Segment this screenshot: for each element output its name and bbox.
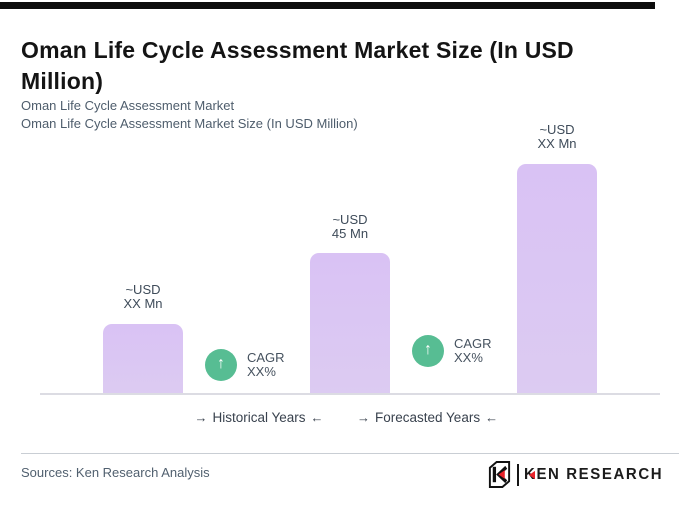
forecasted-years-label: Forecasted Years bbox=[375, 410, 481, 425]
arrow-up-icon: ↑ bbox=[217, 355, 225, 372]
bar-value-label: ~USD XX Mn bbox=[83, 283, 203, 311]
cagr-circle: ↑ bbox=[412, 335, 444, 367]
logo-separator bbox=[517, 463, 519, 486]
bar3-label-line1: ~USD bbox=[539, 122, 575, 137]
cagr-circle: ↑ bbox=[205, 349, 237, 381]
cagr-badge: ↑ CAGR XX% bbox=[205, 349, 285, 381]
arrow-up-icon: ↑ bbox=[424, 341, 432, 358]
bar1-label-line2: XX Mn bbox=[123, 296, 163, 311]
top-accent-bar bbox=[0, 2, 655, 9]
historical-years-label: Historical Years bbox=[212, 410, 306, 425]
axis-span-historical-years: → Historical Years ← bbox=[184, 410, 334, 425]
bar-value-label: ~USD XX Mn bbox=[497, 123, 617, 151]
bar-forecast-end bbox=[517, 164, 597, 394]
axis-span-forecasted-years: → Forecasted Years ← bbox=[352, 410, 502, 425]
left-arrow-icon: ← bbox=[485, 410, 499, 425]
x-axis-line bbox=[40, 393, 660, 395]
bar2-label-line2: 45 Mn bbox=[331, 226, 369, 241]
bar-value-label: ~USD 45 Mn bbox=[290, 213, 410, 241]
ken-research-wordmark: K EN RESEARCH bbox=[524, 466, 663, 484]
chart-subtitle-line2: Oman Life Cycle Assessment Market Size (… bbox=[21, 116, 358, 131]
cagr2-line2: XX% bbox=[454, 350, 483, 365]
cagr-label: CAGR XX% bbox=[247, 351, 285, 379]
cagr1-line2: XX% bbox=[247, 364, 276, 379]
chart-subtitle-line1: Oman Life Cycle Assessment Market bbox=[21, 98, 235, 113]
bar1-label-line1: ~USD bbox=[125, 282, 161, 297]
footer-divider bbox=[21, 453, 679, 454]
right-arrow-icon: → bbox=[357, 410, 370, 425]
cagr-label: CAGR XX% bbox=[454, 337, 492, 365]
left-arrow-icon: ← bbox=[310, 410, 324, 425]
page-title: Oman Life Cycle Assessment Market Size (… bbox=[21, 37, 574, 95]
cagr1-line1: CAGR bbox=[247, 350, 285, 365]
ken-research-logo-icon bbox=[488, 461, 511, 488]
logo-rest: EN RESEARCH bbox=[536, 465, 664, 484]
ken-research-logo: K EN RESEARCH bbox=[487, 461, 663, 488]
cagr2-line1: CAGR bbox=[454, 336, 492, 351]
bar-historical-start bbox=[103, 324, 183, 394]
sources-note: Sources: Ken Research Analysis bbox=[21, 465, 210, 480]
logo-red-wedge-icon bbox=[529, 470, 536, 480]
cagr-badge: ↑ CAGR XX% bbox=[412, 335, 492, 367]
logo-letter-k: K bbox=[524, 465, 537, 484]
bar2-label-line1: ~USD bbox=[332, 212, 368, 227]
bar-current bbox=[310, 253, 390, 394]
right-arrow-icon: → bbox=[194, 410, 208, 425]
bar3-label-line2: XX Mn bbox=[537, 136, 577, 151]
